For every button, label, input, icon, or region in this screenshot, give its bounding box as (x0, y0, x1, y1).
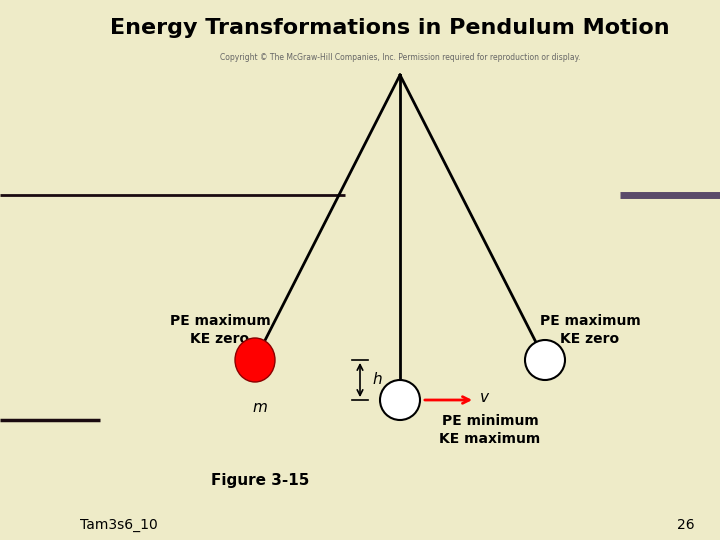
Text: Copyright © The McGraw-Hill Companies, Inc. Permission required for reproduction: Copyright © The McGraw-Hill Companies, I… (220, 53, 580, 63)
Text: PE maximum
KE zero: PE maximum KE zero (170, 314, 271, 346)
Text: Energy Transformations in Pendulum Motion: Energy Transformations in Pendulum Motio… (110, 18, 670, 38)
Text: m: m (253, 400, 267, 415)
Text: PE minimum
KE maximum: PE minimum KE maximum (439, 414, 541, 446)
Text: h: h (372, 373, 382, 388)
Ellipse shape (235, 338, 275, 382)
Text: Figure 3-15: Figure 3-15 (211, 472, 309, 488)
Circle shape (380, 380, 420, 420)
Text: Tam3s6_10: Tam3s6_10 (80, 518, 158, 532)
Text: PE maximum
KE zero: PE maximum KE zero (539, 314, 640, 346)
Text: 26: 26 (678, 518, 695, 532)
Text: v: v (480, 390, 489, 406)
Circle shape (525, 340, 565, 380)
